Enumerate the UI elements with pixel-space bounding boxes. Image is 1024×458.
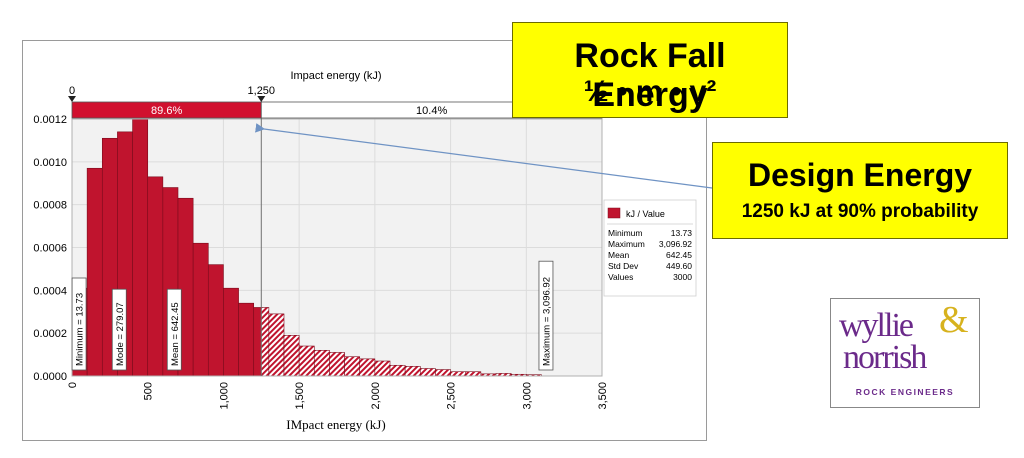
x-tick-label: 500	[143, 382, 155, 400]
stat-marker-label: Mean = 642.45	[170, 302, 181, 366]
histogram-bar-hatched	[450, 371, 467, 377]
x-tick-label: 3,500	[597, 382, 609, 410]
legend-stat-value: 3000	[673, 272, 692, 282]
histogram-bar	[86, 167, 103, 377]
legend-stat-value: 3,096.92	[659, 239, 692, 249]
histogram-bar	[238, 302, 255, 377]
histogram-bar-hatched	[268, 313, 285, 377]
stat-marker-label: Mode = 279.07	[115, 302, 126, 366]
histogram-bar-hatched	[419, 368, 436, 377]
legend-series-label: kJ / Value	[626, 209, 665, 219]
band-left-percent: 89.6%	[151, 105, 182, 117]
stat-marker-box	[71, 277, 87, 371]
x-tick-label: 2,500	[446, 382, 458, 410]
x-tick-label: 3,000	[521, 382, 533, 410]
design-energy-callout: Design Energy 1250 kJ at 90% probability	[712, 142, 1008, 239]
top-threshold-label: 1,250	[248, 85, 276, 97]
histogram-bar-hatched	[374, 360, 391, 377]
y-tick-label: 0.0010	[33, 157, 67, 169]
stat-marker-label: Maximum = 3,096.92	[541, 277, 552, 366]
histogram-bar-hatched	[435, 369, 451, 377]
histogram-bar	[147, 176, 164, 377]
legend-swatch	[607, 207, 621, 219]
stat-marker: Minimum = 13.73	[71, 277, 87, 371]
logo-word-norrish: norrish	[843, 339, 927, 376]
histogram-bar-hatched	[260, 307, 270, 377]
y-tick-label: 0.0008	[33, 200, 67, 212]
x-tick-label: 0	[67, 382, 79, 388]
histogram-bar	[253, 307, 262, 377]
histogram-bar	[207, 264, 224, 377]
top-axis-label: Impact energy (kJ)	[290, 70, 381, 82]
histogram-bar	[132, 118, 149, 377]
legend-stat-name: Maximum	[608, 239, 645, 249]
company-logo: wyllie & norrish ROCK ENGINEERS	[830, 298, 980, 408]
legend-stat-name: Std Dev	[608, 261, 639, 271]
y-tick-label: 0.0000	[33, 371, 67, 383]
histogram-bar-hatched	[465, 371, 482, 377]
x-axis-title: IMpact energy (kJ)	[286, 417, 385, 432]
histogram-bar-hatched	[359, 358, 376, 377]
legend-stat-value: 642.45	[666, 250, 692, 260]
histogram-bar-hatched	[298, 345, 315, 377]
stat-marker-box	[538, 260, 554, 371]
histogram-bar	[192, 242, 209, 377]
rock-fall-formula: ½ • m • v²	[583, 75, 717, 108]
design-energy-subtitle: 1250 kJ at 90% probability	[741, 201, 979, 222]
stat-marker-box	[166, 288, 182, 371]
logo-tagline: ROCK ENGINEERS	[855, 387, 955, 397]
legend-stat-value: 13.73	[671, 228, 693, 238]
x-tick-label: 1,500	[294, 382, 306, 410]
rock-fall-energy-callout: Rock Fall Energy ½ • m • v²	[512, 22, 788, 118]
logo-word-wyllie: wyllie	[839, 307, 914, 344]
slider-handle-left	[68, 96, 76, 102]
legend-stat-name: Values	[608, 272, 633, 282]
y-tick-label: 0.0012	[33, 114, 67, 126]
y-tick-label: 0.0006	[33, 243, 67, 255]
top-start-label: 0	[69, 85, 75, 97]
logo-ampersand: &	[939, 299, 969, 341]
x-tick-label: 1,000	[218, 382, 230, 410]
stat-marker: Maximum = 3,096.92	[538, 260, 554, 371]
stat-marker-box	[111, 288, 127, 371]
stat-marker: Mean = 642.45	[166, 288, 182, 371]
histogram-bar-hatched	[329, 352, 345, 377]
histogram-bar-hatched	[283, 335, 300, 377]
histogram-bar-hatched	[313, 349, 330, 377]
histogram-bar-hatched	[344, 356, 361, 377]
design-energy-title: Design Energy	[747, 157, 973, 193]
legend-stat-name: Minimum	[608, 228, 642, 238]
x-tick-label: 2,000	[370, 382, 382, 410]
stat-marker: Mode = 279.07	[111, 288, 127, 371]
legend-stat-value: 449.60	[666, 261, 692, 271]
y-tick-label: 0.0002	[33, 328, 67, 340]
legend-stat-name: Mean	[608, 250, 630, 260]
histogram-bar	[223, 287, 239, 377]
stat-marker-label: Minimum = 13.73	[75, 293, 86, 366]
plot-border	[71, 118, 603, 377]
slider-handle-threshold	[257, 96, 266, 102]
histogram-bar-hatched	[404, 366, 421, 377]
histogram-bar-hatched	[389, 364, 406, 377]
band-right-percent: 10.4%	[416, 105, 447, 117]
y-tick-label: 0.0004	[33, 285, 67, 297]
rock-fall-title: Rock Fall Energy	[574, 37, 726, 114]
